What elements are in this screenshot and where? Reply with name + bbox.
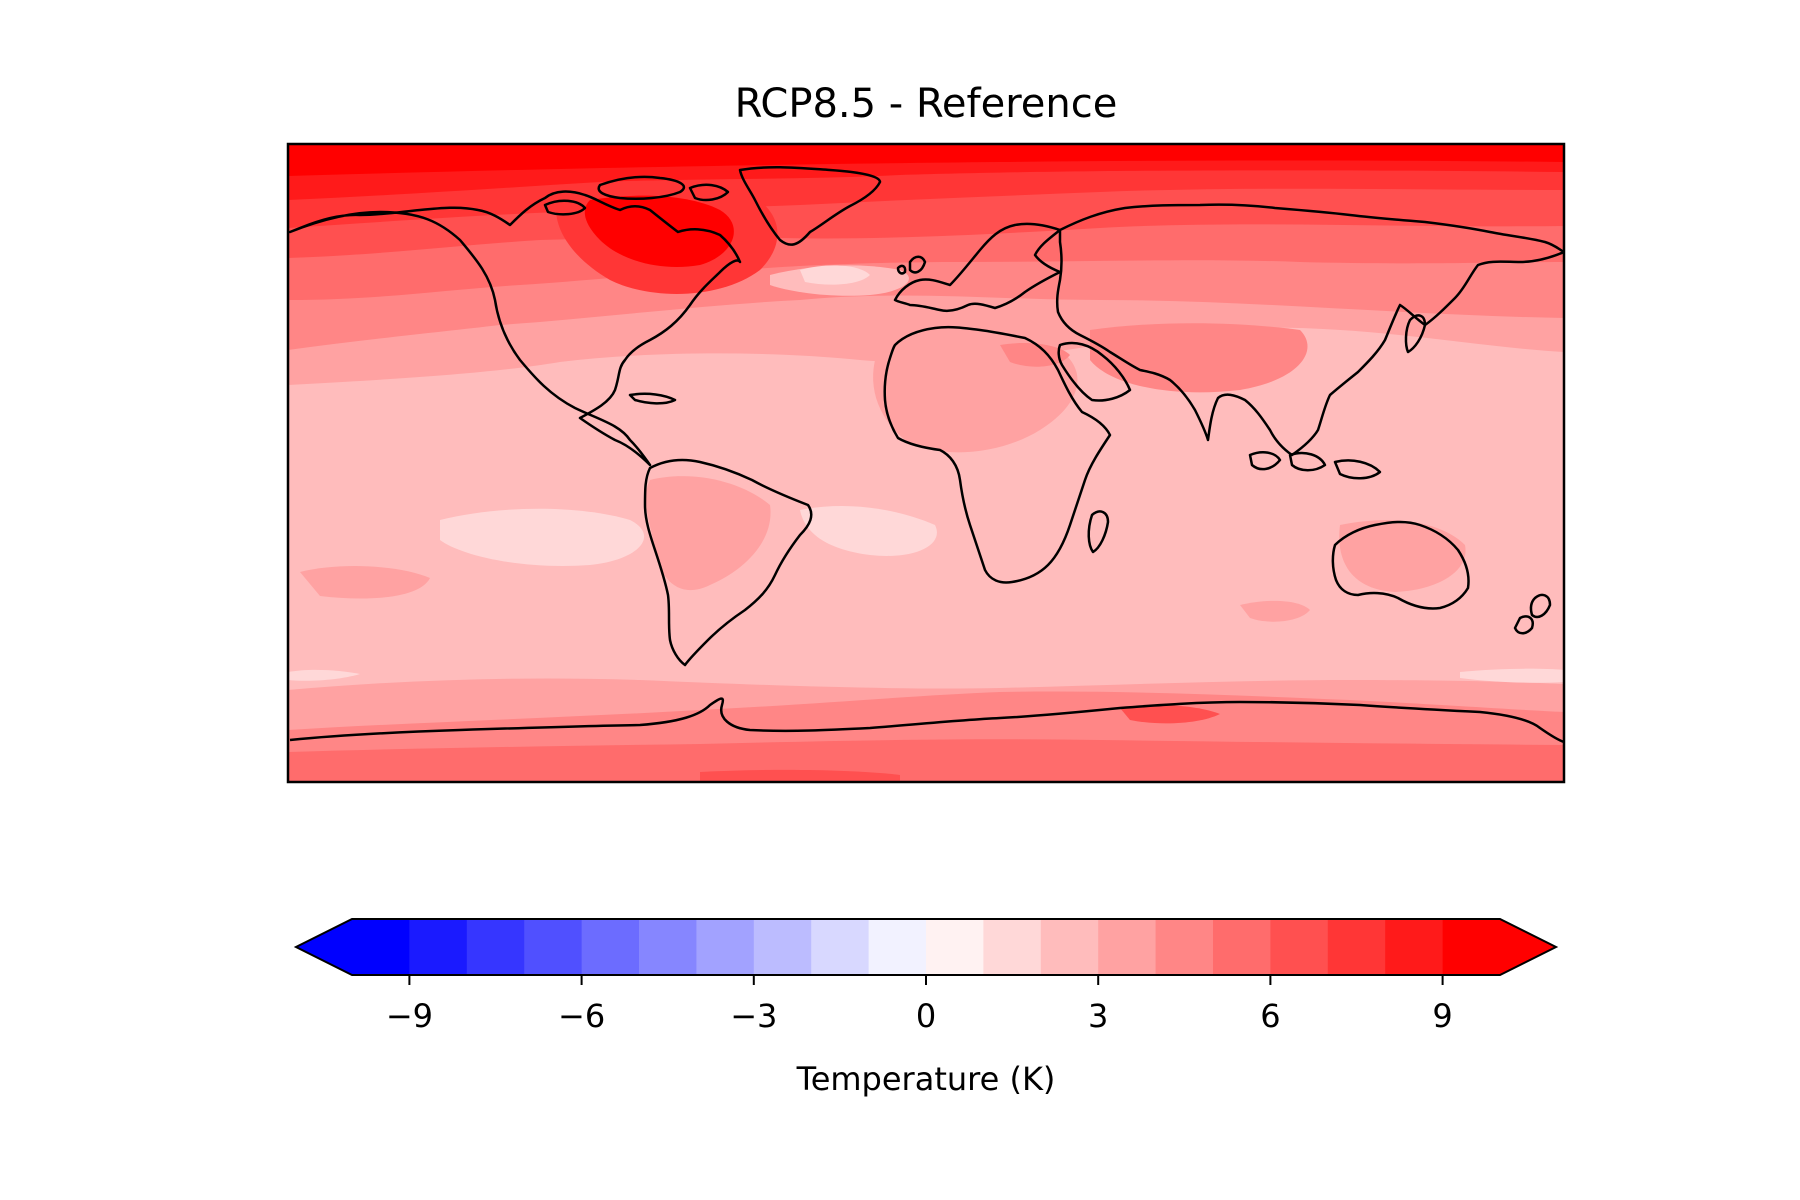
colorbar-cell [1098, 919, 1157, 975]
colorbar-tick-label: −3 [730, 997, 777, 1035]
colorbar-cell [811, 919, 870, 975]
colorbar-cell [1442, 919, 1501, 975]
colorbar-cell [1270, 919, 1329, 975]
colorbar-cell [1040, 919, 1099, 975]
colorbar-cells [293, 918, 1559, 976]
colorbar-cell [409, 919, 468, 975]
map-title: RCP8.5 - Reference [735, 81, 1118, 127]
colorbar-cell [1213, 919, 1271, 975]
colorbar-cell [753, 919, 812, 975]
colorbar-tick-label: 3 [1088, 997, 1108, 1035]
colorbar-tick-label: 0 [916, 997, 936, 1035]
colorbar-cell [696, 919, 755, 975]
colorbar-cell [352, 919, 410, 975]
colorbar-cell [581, 919, 640, 975]
colorbar-cell [1155, 919, 1214, 975]
colorbar-ticks: −9 −6 −3 0 3 6 9 [386, 975, 1453, 1035]
temperature-field [288, 144, 1564, 782]
colorbar-cell [1327, 919, 1386, 975]
colorbar-cell [926, 919, 984, 975]
colorbar-tick-label: 9 [1432, 997, 1452, 1035]
coastlines [288, 166, 1564, 744]
colorbar-cell [639, 919, 697, 975]
colorbar-over-extension [1500, 919, 1556, 975]
colorbar-tick-label: −6 [558, 997, 605, 1035]
colorbar-tick-label: 6 [1260, 997, 1280, 1035]
colorbar-label: Temperature (K) [796, 1060, 1056, 1098]
map-frame [286, 142, 1566, 784]
colorbar-under-extension [296, 919, 352, 975]
colorbar-tick-label: −9 [386, 997, 433, 1035]
map-panel [286, 142, 1566, 784]
colorbar-cell [868, 919, 927, 975]
colorbar-cell [1385, 919, 1444, 975]
colorbar-cell [524, 919, 583, 975]
colorbar-cell [466, 919, 525, 975]
colorbar-outline [293, 918, 1559, 976]
colorbar-cell [983, 919, 1042, 975]
colorbar: −9 −6 −3 0 3 6 9 Temperature (K) [293, 918, 1559, 1098]
